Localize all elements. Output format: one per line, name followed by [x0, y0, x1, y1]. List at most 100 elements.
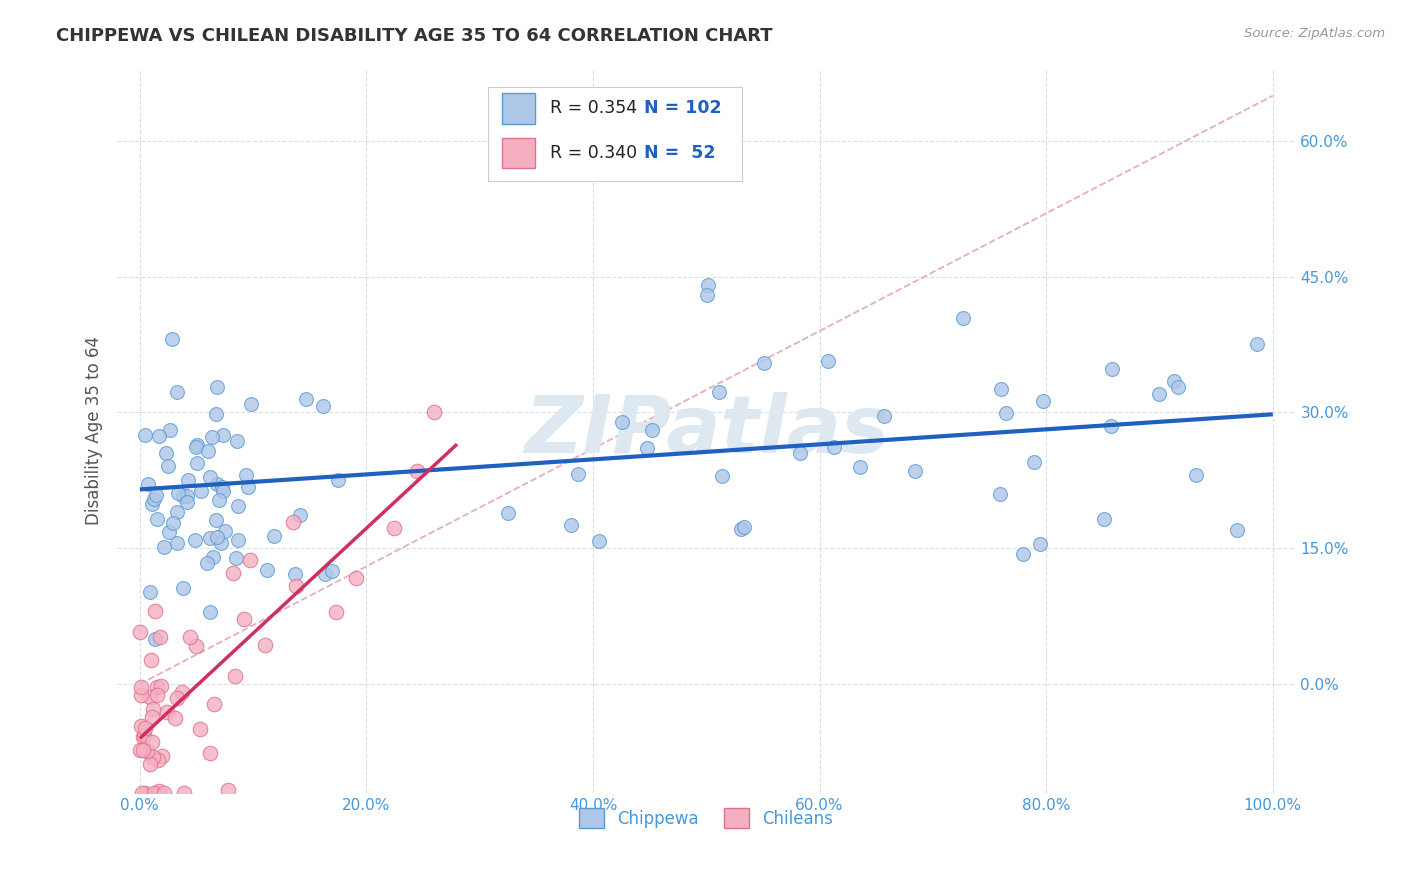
- Point: [283, 515, 305, 529]
- Point: [186, 441, 208, 455]
- Point: [754, 356, 776, 370]
- FancyBboxPatch shape: [502, 138, 536, 169]
- Point: [207, 493, 229, 508]
- Point: [142, 702, 165, 716]
- Point: [166, 536, 188, 550]
- Point: [730, 522, 752, 536]
- Point: [696, 287, 718, 301]
- Point: [202, 697, 225, 711]
- Legend: Chippewa, Chileans: Chippewa, Chileans: [572, 801, 839, 835]
- Point: [848, 460, 870, 475]
- Point: [239, 553, 262, 567]
- Point: [129, 719, 152, 733]
- Point: [405, 464, 427, 478]
- Point: [207, 380, 229, 394]
- Point: [160, 332, 183, 346]
- Point: [186, 640, 208, 654]
- Point: [560, 518, 582, 533]
- Point: [188, 722, 211, 736]
- Point: [148, 784, 170, 798]
- Text: R = 0.354: R = 0.354: [550, 99, 637, 118]
- Point: [186, 456, 208, 470]
- Point: [170, 685, 193, 699]
- Point: [312, 399, 335, 413]
- Point: [636, 441, 658, 455]
- Text: N =  52: N = 52: [644, 145, 716, 162]
- Text: R = 0.340: R = 0.340: [550, 145, 637, 162]
- Point: [988, 487, 1011, 501]
- Point: [148, 429, 170, 443]
- Point: [129, 688, 152, 702]
- Point: [696, 278, 718, 293]
- Point: [496, 506, 519, 520]
- Point: [145, 488, 167, 502]
- Point: [1011, 547, 1033, 561]
- Point: [166, 505, 188, 519]
- Point: [134, 721, 156, 735]
- Point: [228, 499, 250, 513]
- Point: [567, 467, 589, 482]
- Point: [344, 571, 367, 585]
- Point: [226, 533, 249, 547]
- Point: [201, 550, 224, 565]
- Point: [295, 392, 318, 407]
- Point: [134, 428, 156, 442]
- Point: [146, 688, 169, 702]
- Point: [990, 382, 1012, 396]
- Point: [233, 612, 256, 626]
- FancyBboxPatch shape: [488, 87, 742, 181]
- Point: [131, 731, 153, 745]
- Point: [641, 423, 664, 437]
- Point: [952, 311, 974, 326]
- Point: [284, 579, 307, 593]
- Point: [141, 710, 163, 724]
- Point: [823, 440, 845, 454]
- Point: [733, 520, 755, 534]
- Point: [198, 470, 221, 484]
- Point: [143, 492, 166, 507]
- Point: [994, 406, 1017, 420]
- Point: [321, 564, 343, 578]
- Point: [263, 529, 285, 543]
- Point: [152, 749, 174, 764]
- Point: [205, 407, 228, 421]
- Point: [131, 786, 153, 800]
- Point: [166, 385, 188, 400]
- Point: [143, 604, 166, 618]
- Point: [132, 743, 155, 757]
- Point: [789, 446, 811, 460]
- Point: [211, 480, 233, 494]
- Text: Source: ZipAtlas.com: Source: ZipAtlas.com: [1244, 27, 1385, 40]
- Point: [134, 786, 156, 800]
- Point: [325, 605, 347, 619]
- Point: [1167, 380, 1189, 394]
- Y-axis label: Disability Age 35 to 64: Disability Age 35 to 64: [86, 336, 103, 525]
- Point: [1149, 387, 1171, 401]
- Point: [222, 566, 245, 581]
- Point: [136, 744, 159, 758]
- Point: [314, 566, 336, 581]
- Point: [173, 786, 195, 800]
- Point: [212, 483, 235, 498]
- Point: [217, 782, 239, 797]
- Point: [1226, 523, 1249, 537]
- Point: [1028, 537, 1050, 551]
- Point: [139, 585, 162, 599]
- Point: [152, 786, 174, 800]
- Point: [205, 476, 228, 491]
- Point: [588, 534, 610, 549]
- Text: ZIPatlas: ZIPatlas: [524, 392, 889, 469]
- Point: [176, 473, 198, 487]
- Point: [1101, 362, 1123, 376]
- Point: [1022, 455, 1045, 469]
- Point: [136, 477, 159, 491]
- Point: [197, 443, 219, 458]
- Point: [224, 669, 246, 683]
- Point: [198, 605, 221, 619]
- Point: [240, 397, 263, 411]
- Point: [326, 473, 349, 487]
- Point: [145, 632, 167, 646]
- Point: [256, 563, 278, 577]
- Point: [225, 434, 247, 448]
- Point: [162, 516, 184, 531]
